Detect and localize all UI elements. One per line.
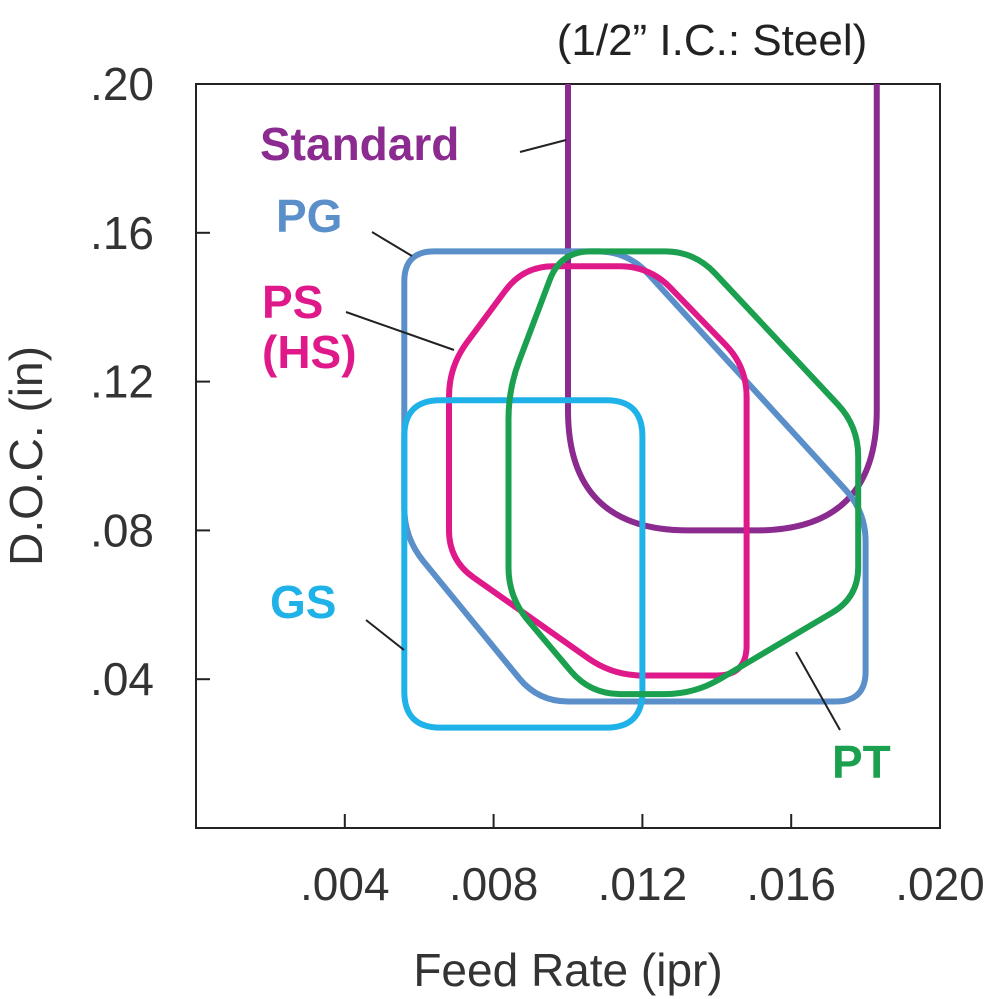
y-tick-label-1: .08: [90, 504, 154, 556]
leader-lines: [345, 139, 841, 731]
label-pg: PG: [276, 190, 342, 242]
region-pt: [505, 248, 862, 698]
x-tick-label-3: .016: [746, 858, 836, 910]
x-axis-title: Feed Rate (ipr): [413, 944, 722, 996]
label-standard: Standard: [260, 118, 459, 170]
leader-pg: [371, 231, 413, 257]
axis-ticks: .004 .008 .012 .016 .020 .04 .08 .12 .16 .20: [90, 58, 985, 910]
y-axis-title: D.O.C. (in): [0, 346, 52, 566]
leader-ps-hs: [345, 311, 455, 351]
label-pt: PT: [832, 736, 891, 788]
region-ps-hs: [446, 263, 750, 679]
label-ps-hs: PS (HS): [262, 276, 357, 378]
leader-pt: [795, 651, 841, 731]
chart-subtitle: (1/2” I.C.: Steel): [557, 16, 868, 65]
y-tick-label-2: .12: [90, 356, 154, 408]
label-gs: GS: [270, 576, 336, 628]
x-tick-label-1: .008: [449, 858, 539, 910]
leader-gs: [365, 619, 405, 651]
region-gs: [401, 397, 646, 731]
x-tick-label-0: .004: [300, 858, 390, 910]
regions: [401, 84, 880, 731]
y-tick-label-4: .20: [90, 58, 154, 110]
leader-standard: [519, 139, 567, 153]
region-labels: Standard PG PS (HS) GS PT: [260, 118, 891, 788]
region-standard: [565, 84, 880, 534]
x-tick-label-4: .020: [895, 858, 985, 910]
y-tick-label-3: .16: [90, 207, 154, 259]
y-tick-label-0: .04: [90, 653, 154, 705]
x-tick-label-2: .012: [598, 858, 688, 910]
